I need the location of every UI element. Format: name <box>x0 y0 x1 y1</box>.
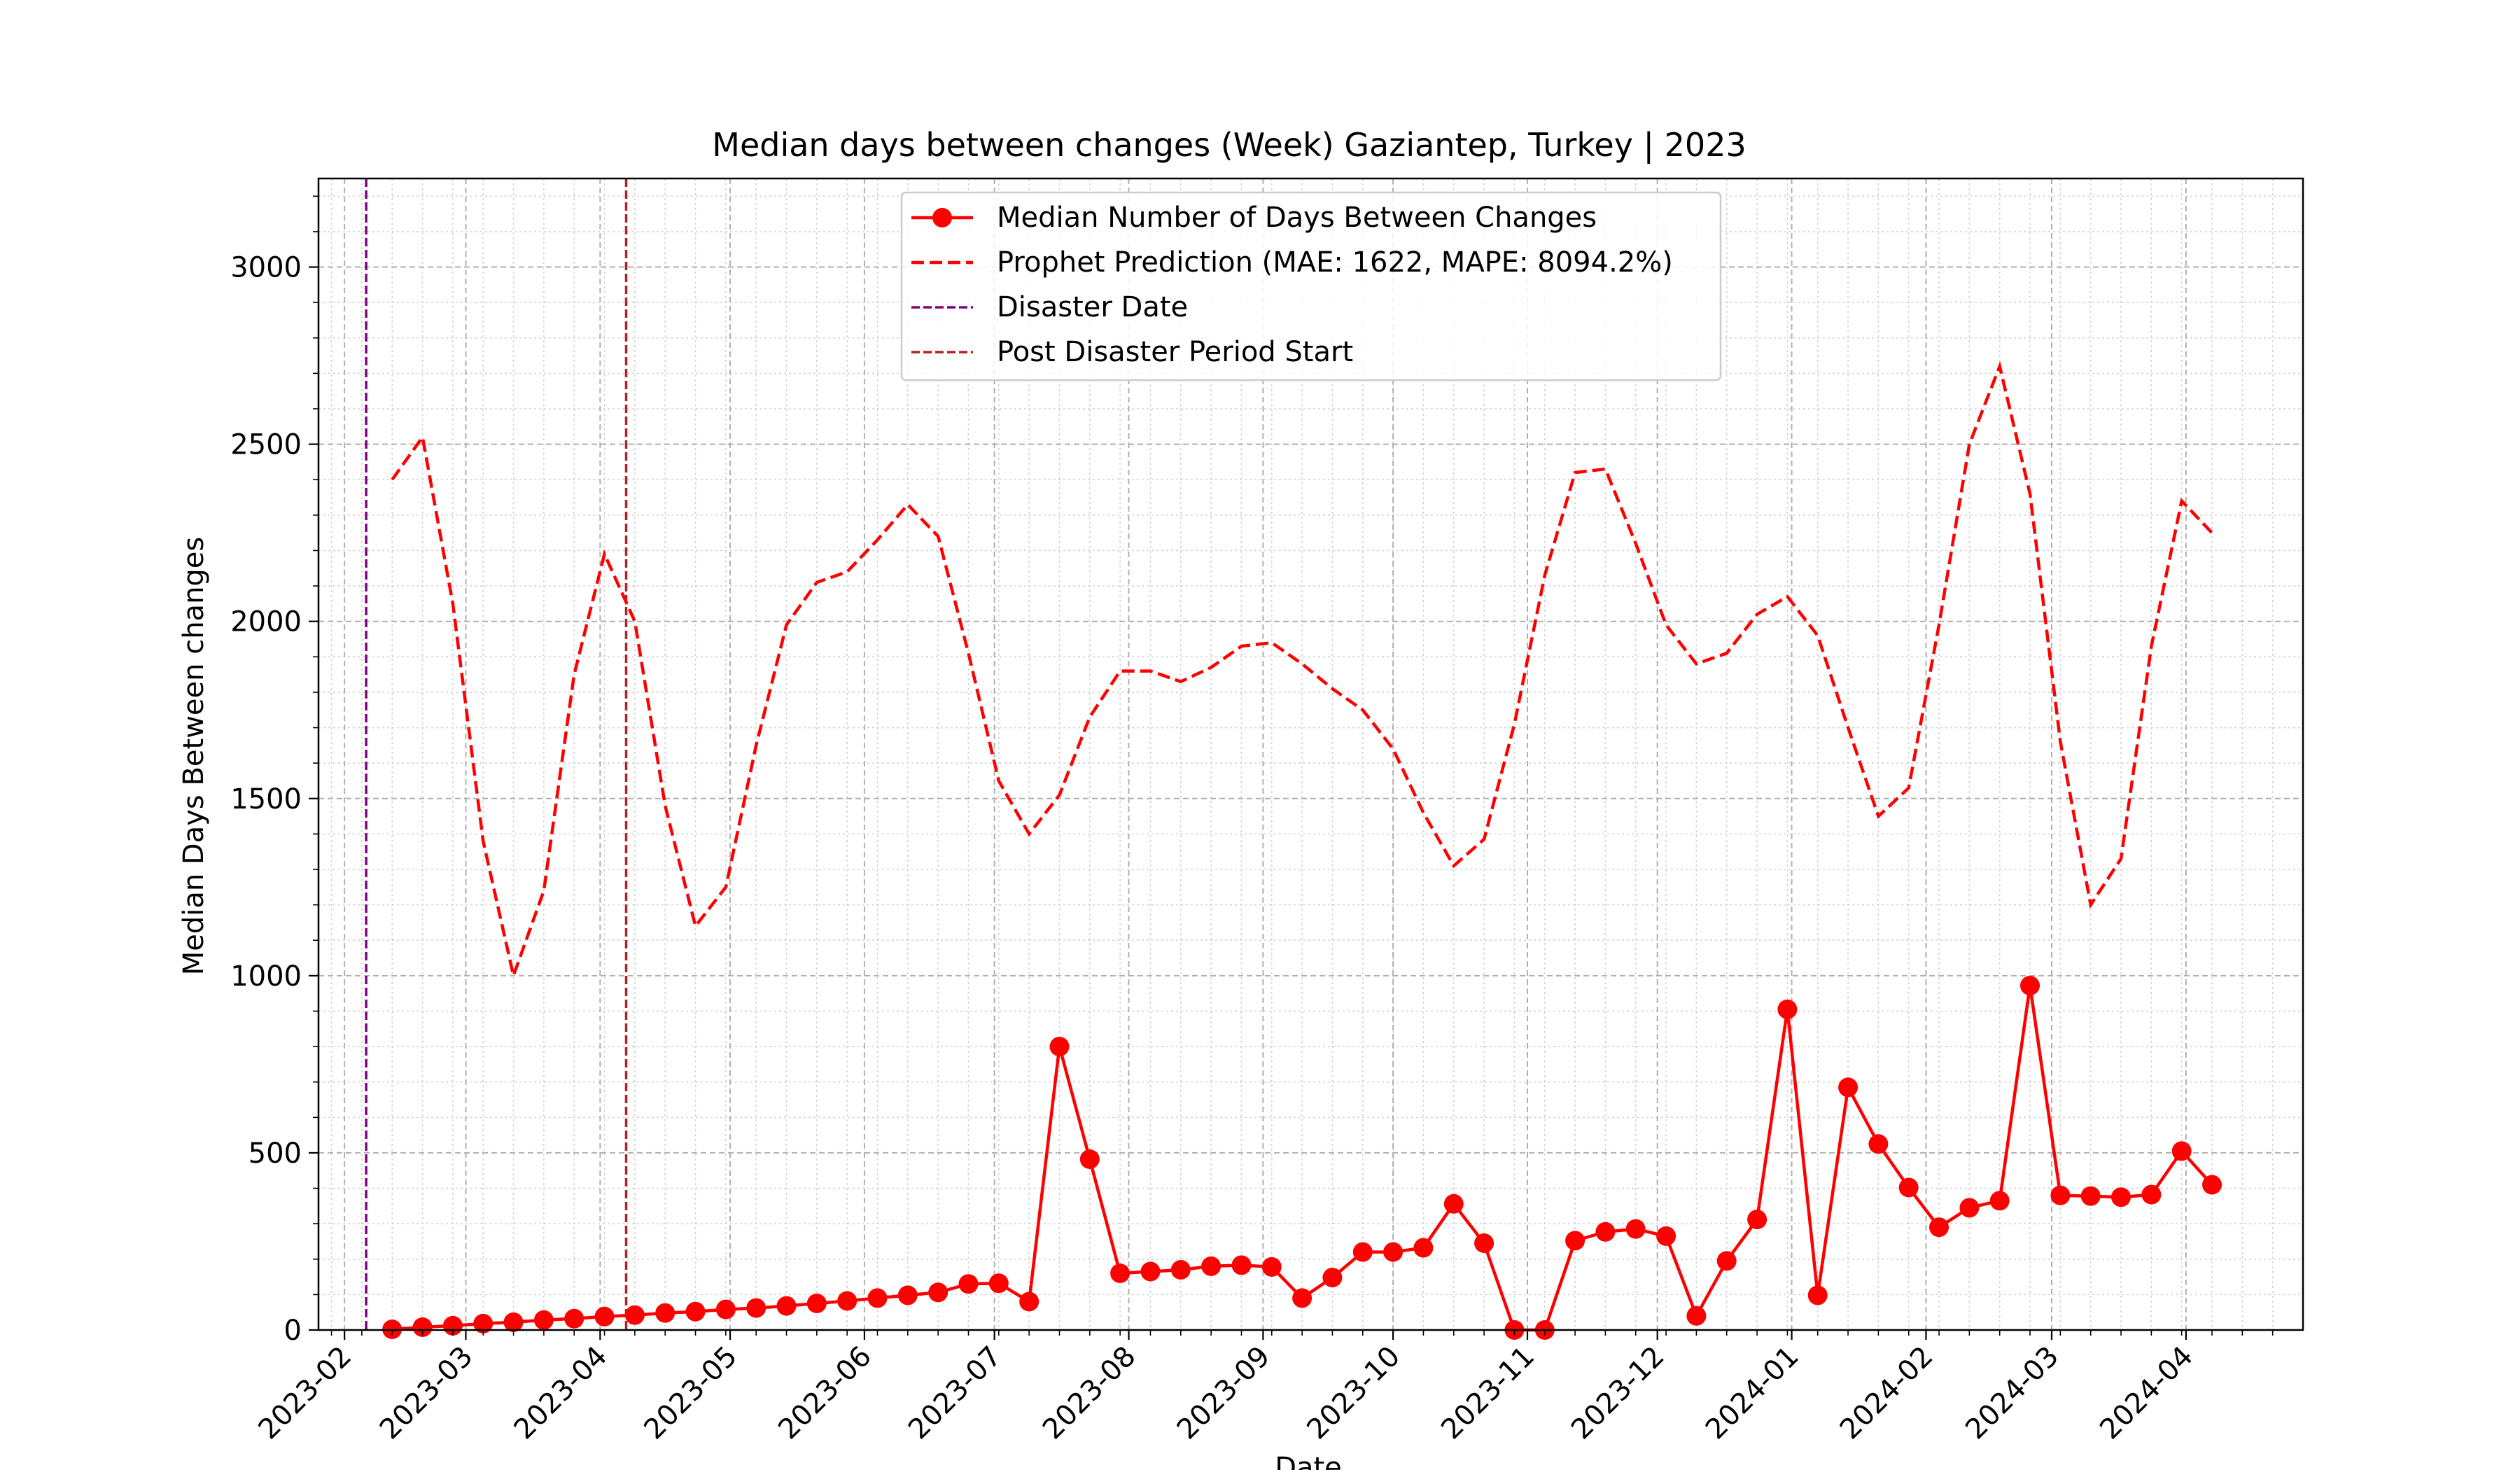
observed-median-point <box>594 1306 615 1326</box>
observed-median-point <box>988 1273 1009 1294</box>
legend-marker-observed <box>932 208 952 227</box>
observed-median-point <box>2171 1141 2192 1161</box>
x-tick-label: 2023-11 <box>1435 1340 1541 1446</box>
observed-median-point <box>2141 1184 2162 1205</box>
x-tick-label: 2024-02 <box>1834 1340 1940 1446</box>
observed-median-point <box>867 1288 888 1308</box>
observed-median-point <box>1898 1177 1919 1198</box>
reference-lines <box>365 178 628 1330</box>
prophet-prediction-line <box>391 360 2213 981</box>
observed-median-point <box>624 1305 645 1325</box>
observed-median-point <box>533 1310 554 1330</box>
x-tick-label: 2024-01 <box>1700 1340 1805 1446</box>
observed-median-point <box>1413 1238 1434 1258</box>
series-layer <box>382 360 2222 1340</box>
observed-median-point <box>1716 1251 1737 1271</box>
x-tick-label: 2023-07 <box>902 1340 1008 1446</box>
x-tick-label: 2023-06 <box>772 1340 878 1446</box>
legend-label-prophet: Prophet Prediction (MAE: 1622, MAPE: 809… <box>997 246 1673 279</box>
x-tick-labels: 2023-02 2023-03 2023-04 2023-05 2023-06 2023-… <box>252 1340 2199 1446</box>
x-tick-label: 2023-03 <box>374 1340 479 1446</box>
observed-median-point <box>2020 976 2040 995</box>
observed-median-point <box>2111 1187 2131 1208</box>
observed-median-point <box>1959 1198 1980 1218</box>
observed-median-point <box>1474 1233 1494 1253</box>
observed-median-point <box>1838 1077 1858 1098</box>
y-tick-label: 2500 <box>230 429 302 461</box>
y-tick-label: 500 <box>248 1138 302 1170</box>
observed-median-point <box>2050 1185 2071 1205</box>
observed-median-point <box>776 1296 797 1316</box>
y-tick-label: 1500 <box>230 783 302 816</box>
observed-median-point <box>1595 1222 1616 1242</box>
observed-median-point <box>1019 1292 1040 1312</box>
x-tick-label: 2023-04 <box>508 1340 614 1446</box>
observed-median-point <box>1747 1210 1768 1230</box>
x-axis-label: Date <box>1275 1452 1342 1470</box>
observed-median-point <box>1625 1219 1646 1239</box>
y-tick-label: 3000 <box>230 252 302 284</box>
legend-label-disaster: Disaster Date <box>997 291 1188 323</box>
observed-median-point <box>1565 1231 1586 1251</box>
observed-median-point <box>1140 1261 1161 1282</box>
observed-median-point <box>655 1303 676 1323</box>
x-tick-label: 2023-12 <box>1565 1340 1671 1446</box>
observed-median-point <box>2202 1175 2222 1195</box>
observed-median-point <box>958 1274 979 1294</box>
observed-median-point <box>1322 1268 1343 1288</box>
y-tick-label: 2000 <box>230 606 302 638</box>
observed-median-point <box>1656 1226 1676 1246</box>
chart-title: Median days between changes (Week) Gazia… <box>712 126 1746 164</box>
x-tick-label: 2023-02 <box>252 1340 358 1446</box>
observed-median-point <box>1201 1256 1222 1276</box>
y-axis-label: Median Days Between changes <box>178 537 210 976</box>
observed-median-point <box>1686 1306 1707 1326</box>
observed-median-point <box>806 1294 827 1313</box>
observed-median-point <box>715 1299 736 1320</box>
observed-median-point <box>1352 1242 1373 1262</box>
legend-label-observed: Median Number of Days Between Changes <box>997 202 1597 234</box>
x-tick-label: 2023-09 <box>1171 1340 1277 1446</box>
x-tick-label: 2023-05 <box>638 1340 743 1446</box>
observed-median-point <box>1292 1288 1312 1308</box>
observed-median-point <box>2080 1186 2101 1206</box>
observed-median-point <box>837 1291 858 1311</box>
observed-median-point <box>897 1285 918 1306</box>
legend-box <box>900 191 1722 382</box>
axis-ticks <box>309 195 2274 1340</box>
observed-median-point <box>1231 1255 1252 1275</box>
x-tick-label: 2023-08 <box>1037 1340 1142 1446</box>
y-tick-labels: 0 500 1000 1500 2000 2500 3000 <box>230 252 302 1347</box>
x-tick-label: 2024-03 <box>1959 1340 2065 1446</box>
observed-median-point <box>564 1308 584 1329</box>
observed-median-point <box>412 1317 433 1337</box>
observed-median-point <box>503 1312 524 1332</box>
observed-median-point <box>1807 1285 1828 1306</box>
observed-median-point <box>1079 1149 1100 1169</box>
observed-median-point <box>1868 1134 1889 1154</box>
observed-median-point <box>1049 1037 1070 1057</box>
observed-median-point <box>746 1298 766 1318</box>
observed-median-point <box>1383 1242 1404 1262</box>
observed-median-point <box>1110 1264 1130 1283</box>
observed-median-point <box>1170 1260 1191 1280</box>
observed-median-point <box>1929 1217 1949 1238</box>
observed-median-point <box>1989 1191 2010 1211</box>
plot-frame <box>317 177 2304 1331</box>
legend: Median Number of Days Between Changes Pr… <box>900 191 1722 382</box>
x-tick-label: 2023-10 <box>1301 1340 1406 1446</box>
observed-median-point <box>685 1301 706 1322</box>
x-tick-label: 2024-04 <box>2094 1340 2199 1446</box>
observed-median-point <box>1777 999 1798 1019</box>
observed-median-point <box>473 1313 493 1334</box>
observed-median-point <box>928 1282 948 1303</box>
observed-median-point <box>1443 1194 1464 1214</box>
observed-median-point <box>1261 1256 1282 1277</box>
y-tick-label: 0 <box>284 1315 302 1347</box>
legend-label-post-disaster: Post Disaster Period Start <box>997 336 1353 368</box>
y-tick-label: 1000 <box>230 960 302 993</box>
